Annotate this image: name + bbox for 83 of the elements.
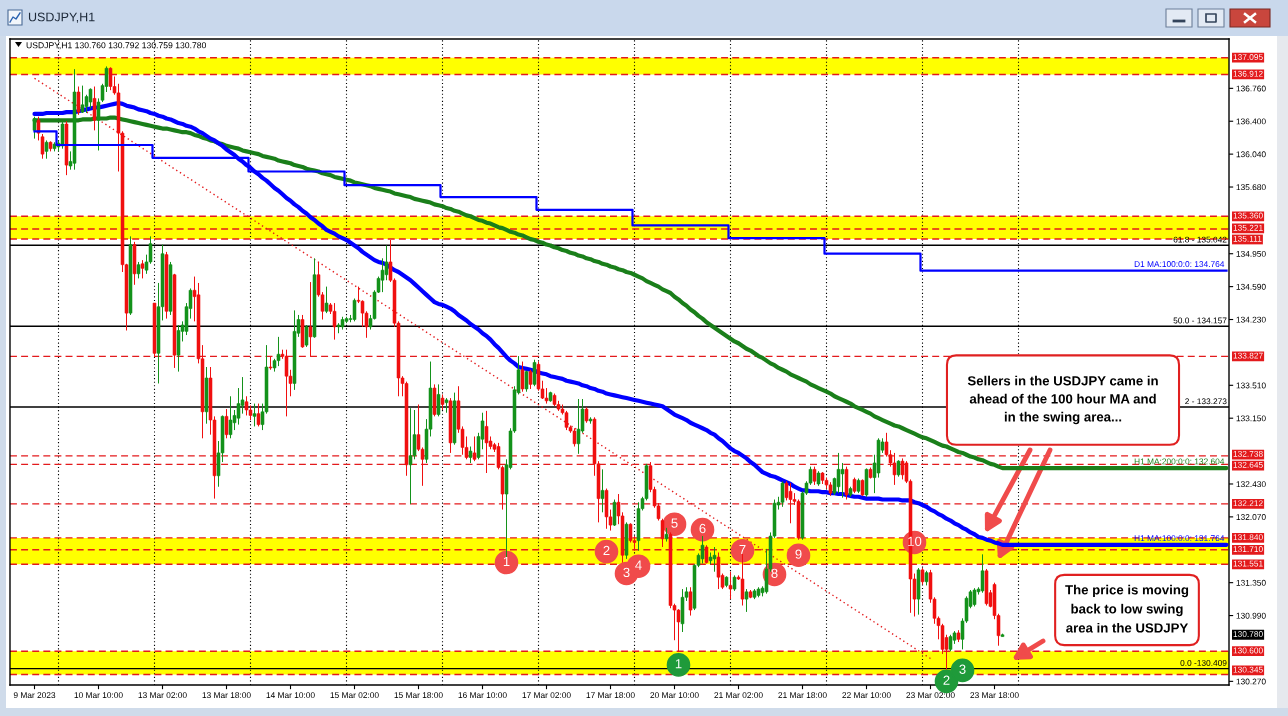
candlestick	[676, 608, 681, 653]
annotation: 2	[943, 675, 950, 685]
x-tick-label: 14 Mar 10:00	[266, 692, 315, 699]
annotation: 1	[503, 556, 510, 566]
annotation: 7	[739, 545, 746, 555]
y-tick-label: 134.230	[1236, 316, 1266, 323]
candlestick	[612, 498, 617, 527]
y-tick-label: 132.070	[1236, 514, 1266, 520]
y-tick-label: 136.760	[1236, 85, 1266, 92]
y-tick-label: 134.590	[1236, 283, 1266, 290]
x-tick-label: 23 Mar 18:00	[970, 692, 1019, 699]
annotation: The price is moving back to low swing area in the USDJPY	[1065, 584, 1189, 633]
ref-line-label: 133.827	[1233, 352, 1263, 359]
annotation: Sellers in the USDJPY came in ahead of the 100 hour MA and in the swing area...	[967, 375, 1158, 425]
x-tick-label: 10 Mar 10:00	[74, 692, 123, 699]
text: 130.780	[1233, 631, 1263, 637]
ref-line-label: 132.738	[1233, 450, 1263, 457]
candlestick	[528, 369, 533, 390]
ref-line-label: 131.551	[1233, 560, 1263, 567]
candlestick	[304, 324, 309, 348]
annotation: 6	[699, 523, 706, 534]
x-tick-label: 17 Mar 18:00	[586, 692, 635, 699]
ref-line-label: 135.360	[1233, 212, 1263, 219]
chart-title: USDJPY,H1	[28, 12, 95, 23]
annotation: 8	[771, 568, 778, 578]
point	[666, 653, 691, 677]
ref-line-label: 130.600	[1233, 647, 1263, 654]
annotation: 0.0 -130.409	[1180, 659, 1227, 666]
annotation: 3	[959, 664, 966, 674]
x-tick-label: 13 Mar 18:00	[202, 692, 251, 699]
x-tick-label: 21 Mar 02:00	[714, 692, 763, 699]
candlestick	[256, 403, 261, 427]
ref-line-label: 136.912	[1233, 70, 1263, 77]
y-tick-label: 135.680	[1236, 184, 1266, 191]
x-tick-label: 21 Mar 18:00	[778, 692, 827, 699]
x-tick-label: 9 Mar 2023	[13, 692, 56, 699]
x-tick-label: 13 Mar 02:00	[138, 692, 187, 699]
x-tick-label: 20 Mar 10:00	[650, 692, 699, 699]
y-tick-label: 131.350	[1236, 579, 1266, 586]
candlestick	[228, 395, 233, 439]
annotation: 9	[795, 549, 802, 559]
y-tick-label: 133.150	[1236, 415, 1266, 422]
annotation: 3	[623, 567, 630, 578]
annotation: 1	[675, 659, 682, 669]
ref-line-label: 135.221	[1233, 224, 1263, 231]
annotation: 4	[635, 560, 642, 570]
ref-line-label: 131.840	[1233, 534, 1263, 541]
annotation: 10	[908, 536, 922, 546]
candlestick	[108, 66, 113, 91]
candlestick	[244, 395, 249, 416]
y-tick-label: 130.270	[1236, 678, 1266, 685]
candlestick	[88, 87, 93, 109]
x-tick-label: 17 Mar 02:00	[522, 692, 571, 699]
x-tick-label: 22 Mar 10:00	[842, 692, 891, 699]
ref-line-label: 137.095	[1233, 54, 1263, 60]
x-tick-label: 15 Mar 02:00	[330, 692, 379, 699]
candlestick	[80, 85, 85, 114]
y-tick-label: 130.990	[1236, 612, 1266, 619]
ref-line-label: 131.710	[1233, 546, 1263, 553]
y-tick-label: 136.040	[1236, 151, 1266, 158]
candlestick	[576, 398, 581, 455]
candlestick	[780, 480, 785, 508]
candlestick	[408, 407, 413, 505]
y-tick-label: 132.430	[1236, 481, 1266, 488]
series-label: D1 MA:100:0:0: 134.764	[1134, 261, 1225, 267]
chart-subtitle: USDJPY,H1 130.760 130.792 130.759 130.780	[26, 42, 207, 50]
candlestick	[224, 408, 229, 439]
y-tick-label: 136.400	[1236, 118, 1266, 125]
candlestick	[600, 468, 605, 513]
candlestick	[532, 359, 537, 387]
ref-line-label: 132.212	[1233, 500, 1263, 507]
annotation: 2	[603, 545, 610, 556]
ref-line-label: 132.645	[1233, 461, 1263, 468]
annotation: 50.0 - 134.157	[1173, 317, 1227, 324]
annotation: 5	[671, 518, 678, 528]
ref-line-label: 130.345	[1233, 666, 1263, 673]
y-tick-label: 134.950	[1236, 250, 1266, 257]
x-tick-label: 16 Mar 10:00	[458, 692, 507, 699]
y-tick-label: 133.510	[1236, 382, 1266, 389]
series-label: H1 MA:200:0:0: 132.604	[1134, 458, 1225, 465]
x-tick-label: 15 Mar 18:00	[394, 692, 443, 699]
annotation: 2 - 133.273	[1185, 398, 1227, 405]
ref-line-label: 135.111	[1233, 235, 1262, 242]
